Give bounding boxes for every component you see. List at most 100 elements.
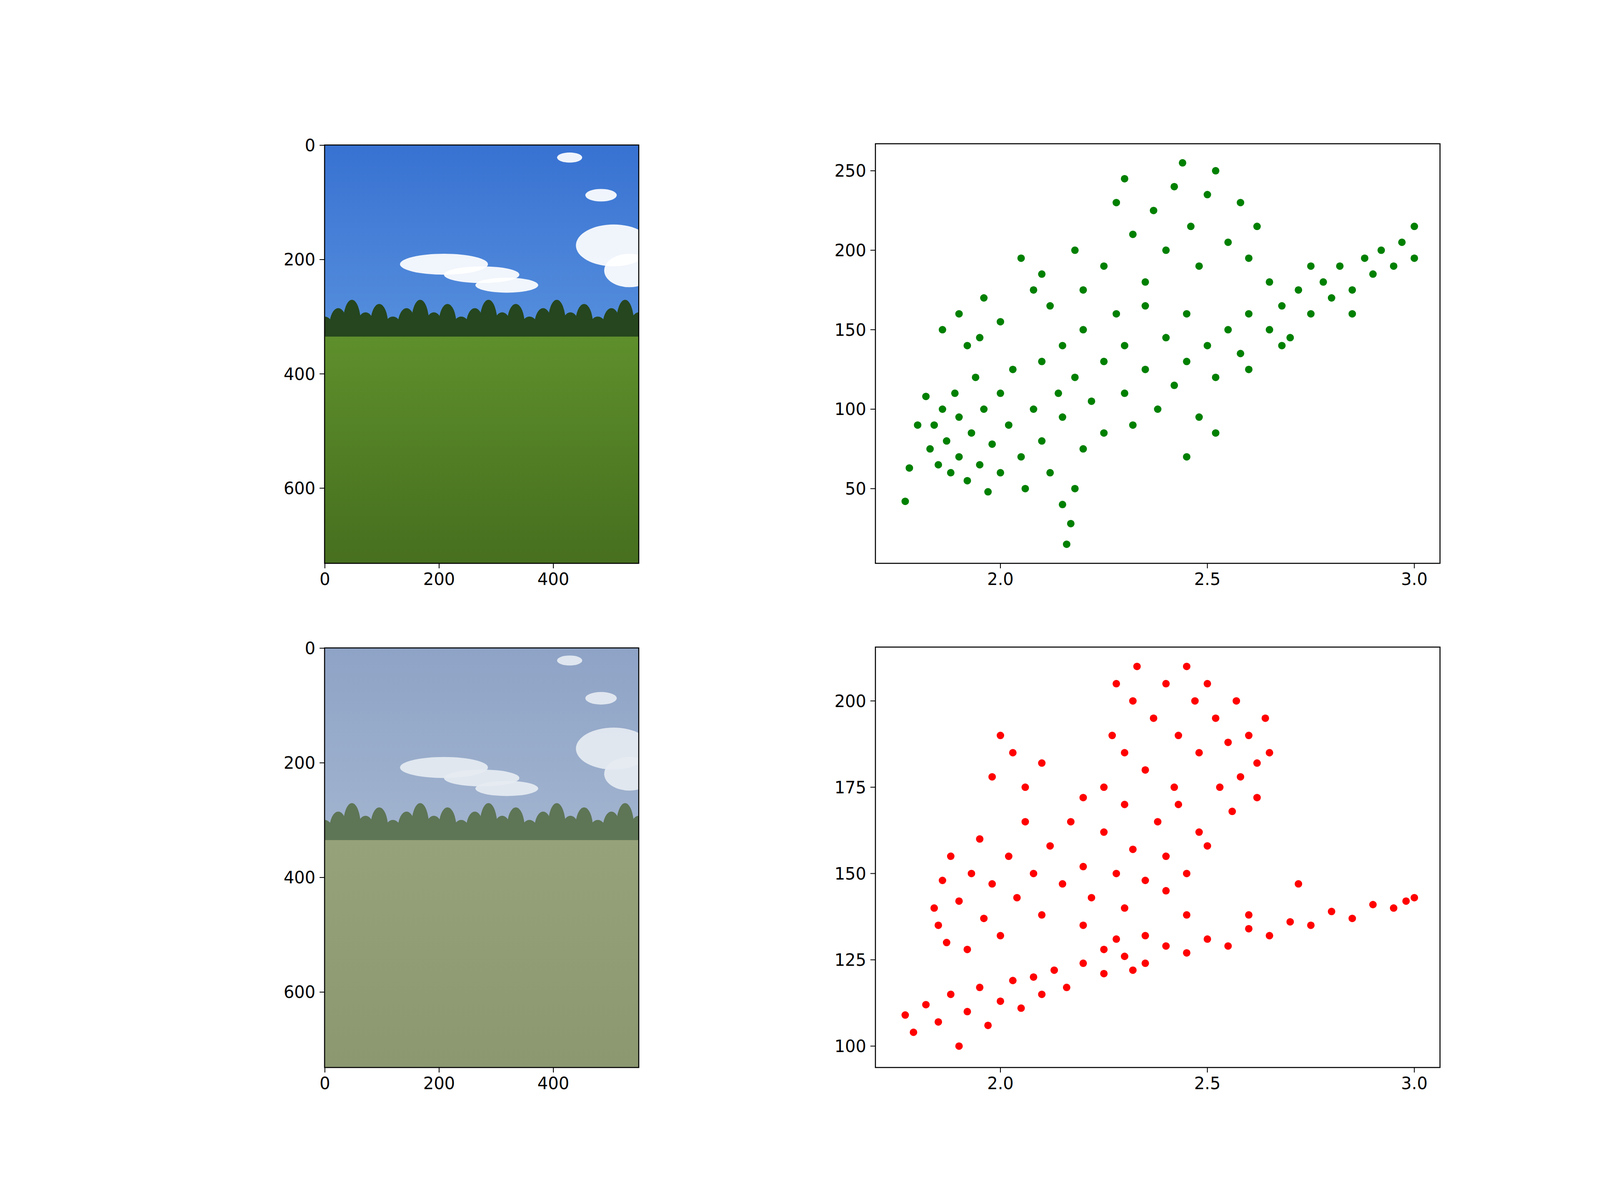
y-tick-label: 400 [283,867,316,888]
point [1410,222,1418,230]
point [955,897,963,905]
background [0,0,1600,1200]
point [1162,333,1170,342]
point [1129,845,1137,853]
point [1141,302,1150,310]
x-tick-label: 2.0 [987,1073,1014,1093]
point [988,772,996,781]
x-tick-label: 2.5 [1194,569,1221,589]
point [1079,445,1088,453]
point [1232,697,1240,705]
point [1170,182,1178,191]
point [1265,278,1274,286]
point [1141,932,1150,940]
x-tick-label: 200 [423,1073,455,1093]
point [1170,381,1178,390]
point [1182,911,1191,919]
point [1319,278,1328,286]
y-tick [319,991,325,993]
point [1162,246,1170,255]
point [1410,893,1418,902]
point [1245,731,1253,740]
sky [324,145,639,564]
point [1029,973,1038,981]
point [1071,485,1079,493]
point [1017,254,1025,263]
axes: 2.02.53.050100150200250 [834,143,1440,589]
point [1170,783,1178,791]
point [1100,357,1108,366]
point [1203,190,1212,199]
point [996,997,1005,1005]
point [984,1021,992,1030]
cloud [585,692,617,705]
point [1150,714,1158,723]
point [1071,373,1079,382]
y-tick [870,329,876,330]
y-tick-label: 0 [305,135,316,155]
grass [324,840,639,1068]
point [1236,772,1245,781]
point [996,932,1005,940]
point [1245,310,1253,318]
y-tick-label: 400 [283,364,316,384]
point [1307,921,1315,930]
point [1112,935,1120,943]
point [1265,932,1274,940]
point [980,405,988,413]
x-tick-label: 400 [537,1073,570,1093]
point [975,333,984,342]
grass [324,336,639,564]
point [1182,357,1191,366]
y-tick-label: 100 [834,399,867,419]
axes: 02004000200400600 [283,638,655,1093]
point [1120,904,1129,912]
point [909,1028,918,1037]
y-tick-label: 125 [834,950,867,970]
y-tick-label: 0 [305,638,316,658]
y-tick-label: 250 [834,161,867,181]
y-tick [319,877,325,878]
point [988,880,996,888]
point [922,392,930,400]
point [1021,783,1030,791]
point [1253,222,1261,230]
figure: 020040002004006002.02.53.050100150200250… [0,0,1600,1200]
cloud [604,757,639,791]
point [1162,852,1170,860]
point [1079,959,1088,968]
point [922,1000,930,1009]
point [901,497,910,505]
x-tick-label: 0 [319,1073,330,1093]
point [947,990,955,998]
point [913,421,922,429]
plot-area [324,647,639,1068]
cloud [475,780,539,796]
y-tick [870,1045,876,1047]
x-tick [324,563,326,569]
point [1348,310,1356,318]
point [1212,429,1220,437]
point [1245,925,1253,933]
point [975,983,984,992]
cloud [604,253,639,288]
point [1021,817,1030,826]
point [1182,949,1191,957]
point [1327,907,1336,916]
y-tick [870,488,876,490]
point [1141,278,1150,286]
point [1100,970,1108,978]
point [1112,869,1120,878]
sky [324,647,639,1068]
y-tick-label: 200 [834,691,867,711]
y-tick [870,170,876,172]
x-tick-label: 3.0 [1401,1073,1428,1093]
point [1029,405,1038,413]
point [1203,842,1212,850]
x-tick [1207,1067,1208,1073]
y-tick [319,487,325,489]
point [1278,302,1286,310]
point [1009,976,1017,985]
point [1224,738,1232,747]
frame [324,145,639,564]
